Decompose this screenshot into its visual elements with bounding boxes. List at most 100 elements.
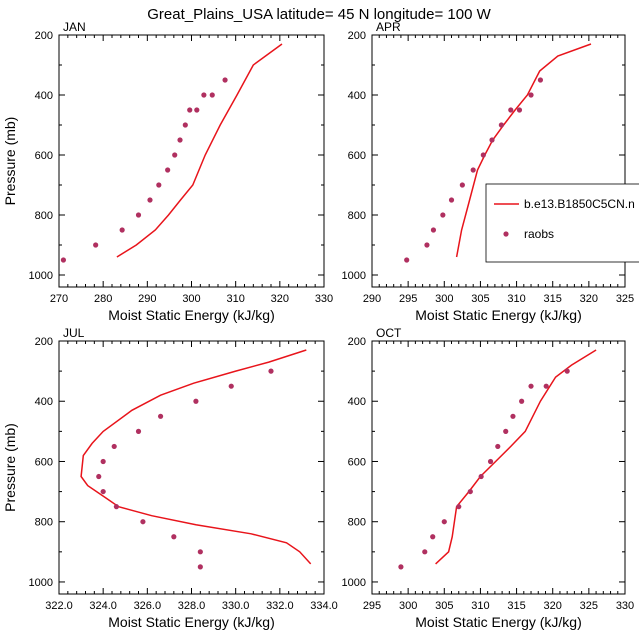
raobs-point (478, 473, 484, 480)
y-tick-label: 400 (348, 90, 366, 102)
raobs-point (93, 242, 99, 248)
raobs-point (503, 428, 509, 434)
y-tick-label: 600 (35, 456, 53, 468)
panel-label: OCT (376, 326, 402, 340)
raobs-point (467, 488, 473, 495)
x-tick-label: 334.0 (310, 600, 338, 612)
raobs-point (430, 534, 436, 540)
x-tick-label: 330 (315, 293, 333, 305)
plot-frame (371, 340, 626, 595)
figure-title: Great_Plains_USA latitude= 45 N longitud… (147, 6, 491, 23)
raobs-point (430, 227, 437, 233)
y-tick-label: 400 (35, 90, 53, 102)
raobs-point (543, 383, 549, 389)
y-tick-label: 1000 (29, 270, 53, 282)
panel-jul: JUL 322.0 324.0 326.0 328.0 330.0 332.0 334.0 20… (2, 326, 338, 630)
raobs-point (424, 242, 430, 248)
y-tick-label: 400 (348, 396, 366, 408)
raobs-point (197, 564, 203, 570)
x-tick-label: 290 (363, 293, 381, 305)
x-tick-label: 330.0 (222, 600, 250, 612)
x-tick-label: 328.0 (178, 600, 206, 612)
x-tick-label: 280 (94, 293, 112, 305)
raobs-point (528, 92, 534, 98)
y-tick-label: 200 (35, 336, 53, 348)
x-tick-label: 322.0 (45, 600, 73, 612)
x-tick-label: 300 (399, 600, 417, 612)
raobs-point (268, 368, 274, 374)
y-axis-label: Pressure (mb) (2, 423, 18, 512)
panel-label: JUL (63, 326, 85, 340)
raobs-point (197, 549, 203, 555)
x-tick-label: 326.0 (134, 600, 162, 612)
raobs-point (456, 504, 462, 510)
raobs-point (510, 413, 516, 419)
panel-label: APR (376, 20, 401, 34)
raobs-point (177, 137, 183, 143)
x-tick-label: 270 (50, 293, 68, 305)
x-axis-label: Moist Static Energy (kJ/kg) (108, 307, 275, 323)
raobs-point (165, 167, 171, 173)
raobs-point (528, 383, 534, 389)
raobs-point (147, 197, 153, 203)
x-tick-label: 324.0 (89, 600, 117, 612)
y-tick-label: 400 (35, 396, 53, 408)
x-axis-label: Moist Static Energy (kJ/kg) (415, 614, 582, 630)
raobs-point (519, 398, 525, 404)
panel-label: JAN (63, 20, 86, 34)
y-tick-label: 600 (348, 150, 366, 162)
legend-label: b.e13.B1850C5CN.n (524, 197, 635, 211)
raobs-point (135, 212, 142, 218)
y-tick-label: 200 (348, 336, 366, 348)
raobs-point (157, 413, 164, 419)
raobs-point (228, 383, 234, 389)
model-line (455, 43, 592, 258)
y-tick-label: 600 (348, 456, 366, 468)
raobs-point (209, 92, 215, 98)
x-tick-label: 330 (616, 600, 634, 612)
x-tick-label: 310 (226, 293, 244, 305)
raobs-point (111, 443, 117, 450)
y-tick-label: 800 (35, 517, 53, 529)
panel-oct: OCT 295 300 305 310 315 320 325 330 200 400 600 800 1… (342, 326, 635, 630)
y-axis-label: Pressure (mb) (2, 117, 18, 206)
raobs-point (100, 458, 106, 465)
raobs-point (222, 77, 228, 83)
raobs-point (113, 504, 120, 510)
y-tick-label: 600 (35, 150, 53, 162)
x-tick-label: 325 (580, 600, 598, 612)
x-tick-label: 305 (435, 600, 453, 612)
x-tick-label: 290 (138, 293, 156, 305)
raobs-point (498, 122, 504, 128)
y-tick-label: 1000 (342, 577, 366, 589)
x-tick-label: 315 (507, 600, 525, 612)
raobs-point (404, 257, 410, 263)
plot-frame (58, 34, 325, 288)
raobs-point (135, 428, 142, 434)
model-line (80, 349, 312, 565)
x-axis-label: Moist Static Energy (kJ/kg) (108, 614, 275, 630)
x-tick-label: 310 (507, 293, 525, 305)
y-tick-label: 800 (348, 210, 366, 222)
raobs-point (516, 107, 523, 113)
x-tick-label: 320 (271, 293, 289, 305)
raobs-point (187, 107, 193, 113)
raobs-point (96, 473, 102, 480)
raobs-point (489, 137, 495, 143)
model-line (435, 349, 597, 565)
panel-apr: APR 290 295 300 305 310 315 320 325 200 400 600 800 1… (342, 20, 639, 323)
raobs-point (171, 534, 177, 540)
x-tick-label: 310 (471, 600, 489, 612)
x-tick-label: 300 (435, 293, 453, 305)
raobs-point (140, 519, 146, 525)
raobs-point (156, 182, 162, 188)
x-axis-label: Moist Static Energy (kJ/kg) (415, 307, 582, 323)
raobs-point (459, 182, 465, 188)
raobs-point (537, 77, 544, 83)
raobs-point (398, 564, 404, 570)
y-tick-label: 800 (348, 517, 366, 529)
raobs-point (508, 107, 514, 113)
x-tick-label: 305 (471, 293, 489, 305)
y-tick-label: 800 (35, 210, 53, 222)
